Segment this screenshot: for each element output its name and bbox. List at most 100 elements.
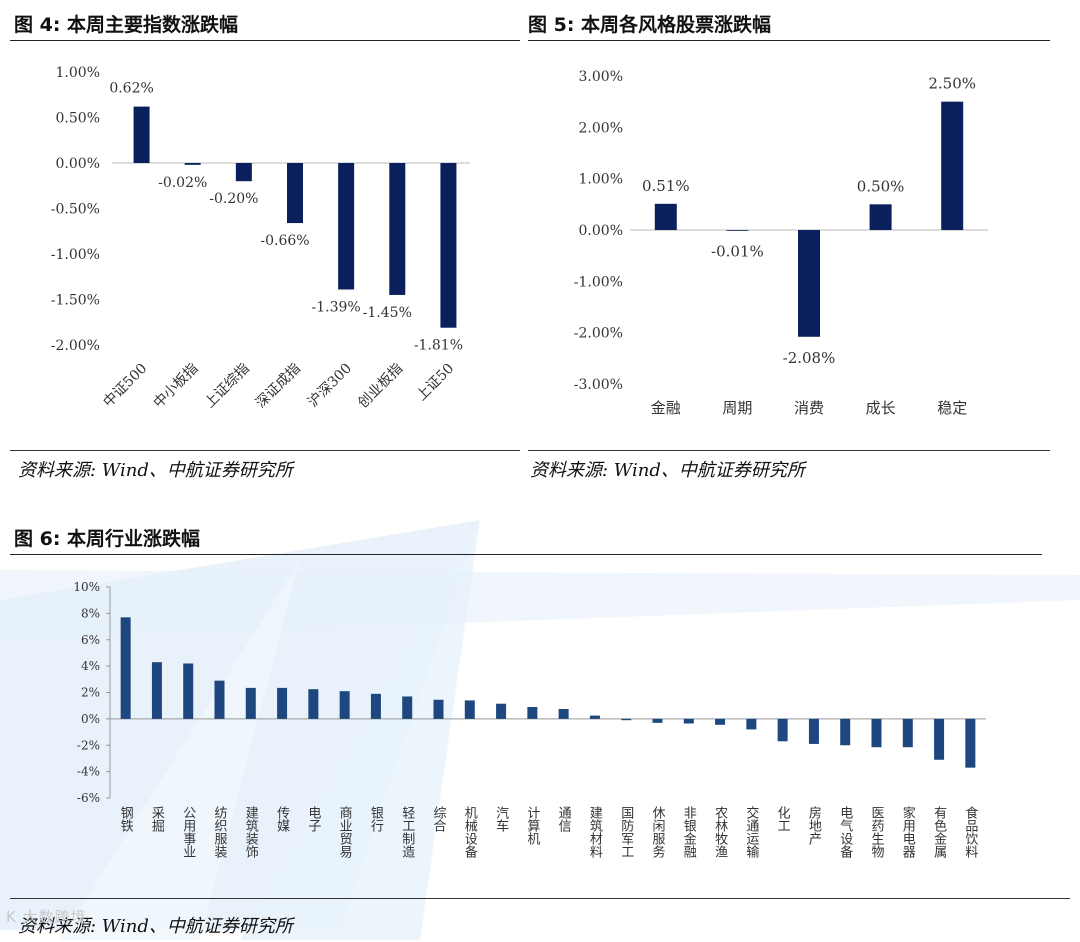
x-tick-label: 综合 — [430, 806, 446, 832]
bar — [133, 106, 150, 163]
x-tick-label: 公用事业 — [180, 806, 196, 858]
fig6-source: 资料来源: Wind、中航证券研究所 — [18, 916, 293, 937]
bar — [621, 718, 632, 721]
x-tick-label: 房地产 — [805, 806, 821, 845]
x-tick-label: 计算机 — [524, 806, 540, 845]
y-tick-label: 1.00% — [579, 172, 623, 188]
x-tick-label: 创业板指 — [355, 361, 406, 412]
fig4-source: 资料来源: Wind、中航证券研究所 — [18, 460, 293, 481]
y-tick-label: 1.00% — [56, 65, 100, 81]
y-tick-label: 6% — [81, 633, 100, 647]
y-tick-label: 0.00% — [56, 156, 100, 172]
y-tick-label: -3.00% — [574, 377, 623, 393]
x-tick-label: 周期 — [722, 399, 752, 417]
y-tick-label: -4% — [77, 765, 100, 779]
y-tick-label: -2.00% — [574, 326, 623, 342]
x-tick-label: 消费 — [794, 399, 824, 417]
fig5-bottom-rule — [528, 450, 1050, 451]
bar — [151, 662, 162, 719]
x-tick-label: 休闲服务 — [649, 806, 665, 858]
y-tick-label: 10% — [73, 580, 100, 594]
index-change-chart: 1.00% 0.50% 0.00% -0.50% -1.00% -1.50% -2.00% 0… — [51, 65, 470, 412]
y-tick-label: 2.00% — [579, 120, 623, 136]
bar — [338, 163, 355, 290]
bar — [370, 693, 381, 719]
x-tick-label: 采掘 — [148, 806, 164, 832]
y-tick-label: 3.00% — [579, 69, 623, 85]
bar — [235, 163, 252, 182]
x-tick-label: 电气设备 — [837, 806, 853, 858]
bar — [464, 700, 475, 719]
x-tick-label: 成长 — [866, 399, 896, 417]
fig4-title: 图 4: 本周主要指数涨跌幅 — [14, 14, 239, 36]
y-tick-label: 4% — [81, 659, 100, 673]
x-tick-label: 金融 — [651, 399, 681, 417]
x-tick-label: 建筑材料 — [586, 806, 602, 858]
bar — [184, 163, 201, 165]
bar — [496, 703, 507, 719]
x-tick-label: 非银金融 — [680, 806, 696, 858]
data-label: -2.08% — [783, 349, 836, 367]
bar — [798, 230, 820, 337]
bar — [726, 230, 749, 231]
x-tick-label: 建筑装饰 — [242, 806, 258, 858]
fig4-top-rule — [10, 40, 520, 41]
y-tick-label: -0.50% — [51, 202, 100, 218]
x-tick-label: 稳定 — [937, 399, 967, 417]
data-label: -0.20% — [209, 191, 258, 207]
data-label: -0.02% — [158, 175, 207, 191]
bar — [871, 718, 882, 748]
x-tick-label: 轻工制造 — [399, 806, 415, 858]
x-tick-label: 深证成指 — [253, 361, 304, 412]
y-tick-label: -2.00% — [51, 338, 100, 354]
x-tick-label: 汽车 — [493, 806, 509, 832]
y-tick-label: -2% — [77, 738, 100, 752]
x-tick-label: 商业贸易 — [336, 806, 352, 858]
data-label: 0.50% — [857, 177, 905, 195]
x-tick-label: 沪深300 — [305, 361, 355, 411]
fig6-title: 图 6: 本周行业涨跌幅 — [14, 528, 201, 550]
bar — [183, 663, 194, 719]
bar — [440, 163, 457, 328]
bar — [902, 718, 913, 748]
fig6-top-rule — [10, 554, 1042, 555]
x-tick-label: 食品饮料 — [962, 806, 978, 858]
x-tick-label: 银行 — [367, 806, 383, 832]
bar — [746, 718, 757, 730]
industry-change-chart: 10% 8% 6% 4% 2% 0% -2% -4% -6% — [73, 580, 986, 805]
y-tick-label: 8% — [81, 606, 100, 620]
x-tick-label: 电子 — [305, 806, 321, 832]
x-tick-label: 国防军工 — [618, 806, 634, 858]
x-tick-label: 家用电器 — [899, 806, 915, 858]
fig6-bottom-rule — [10, 898, 1070, 899]
y-tick-label: -1.00% — [574, 274, 623, 290]
style-change-chart: 3.00% 2.00% 1.00% 0.00% -1.00% -2.00% -3.00% 0.… — [574, 69, 988, 417]
x-tick-label: 纺织服装 — [211, 806, 227, 858]
bar — [652, 718, 663, 723]
y-tick-label: 2% — [81, 686, 100, 700]
data-label: 2.50% — [928, 75, 976, 93]
y-tick-label: -1.50% — [51, 293, 100, 309]
fig5-title: 图 5: 本周各风格股票涨跌幅 — [528, 14, 772, 36]
y-tick-label: -6% — [77, 791, 100, 805]
y-tick-label: 0.50% — [56, 111, 100, 127]
bar — [808, 718, 819, 744]
bar — [402, 696, 413, 719]
data-label: -1.45% — [363, 305, 412, 321]
bar — [214, 680, 225, 719]
bar — [941, 101, 964, 230]
bar — [308, 689, 319, 719]
bar — [934, 718, 945, 760]
data-label: 0.51% — [642, 177, 690, 195]
bar — [715, 718, 726, 725]
bar — [287, 163, 303, 224]
bar — [245, 687, 256, 719]
x-tick-label: 交通运输 — [743, 806, 759, 858]
bar — [277, 687, 288, 719]
x-tick-label: 上证综指 — [202, 361, 253, 412]
bar — [965, 718, 976, 768]
bar — [777, 718, 788, 742]
data-label: -0.66% — [260, 233, 309, 249]
x-tick-label: 医药生物 — [868, 806, 884, 858]
fig4-bottom-rule — [10, 450, 520, 451]
